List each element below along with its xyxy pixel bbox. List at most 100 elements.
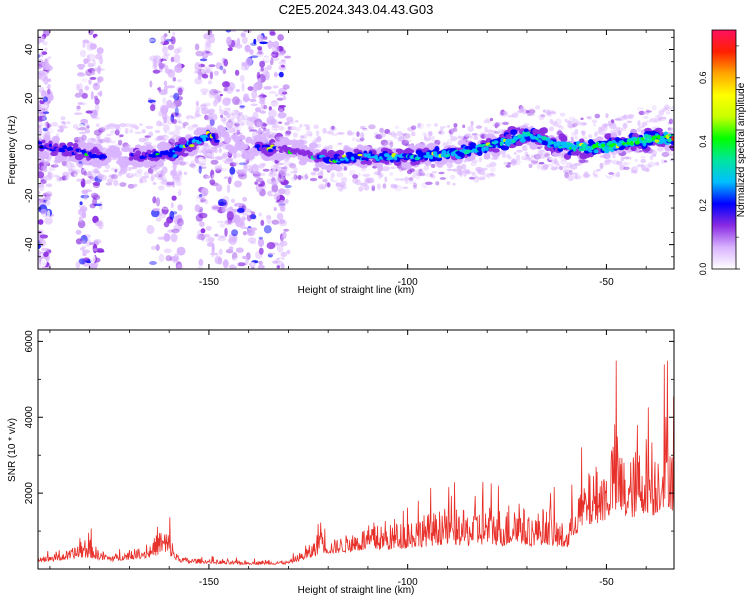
heatmap-cell [152, 182, 157, 185]
heatmap-cell [218, 248, 223, 255]
heatmap-cell [549, 118, 554, 125]
heatmap-cell [505, 164, 511, 168]
heatmap-cell [334, 165, 343, 172]
heatmap-cell [215, 221, 221, 228]
heatmap-cell [574, 175, 579, 180]
heatmap-cell [84, 179, 92, 184]
heatmap-cell [603, 123, 608, 128]
heatmap-cell [95, 53, 103, 60]
heatmap-cell [205, 226, 212, 231]
heatmap-cell [39, 112, 46, 118]
heatmap-cell [124, 123, 132, 127]
heatmap-cell [198, 156, 204, 162]
heatmap-cell [38, 86, 45, 94]
heatmap-cell [312, 140, 318, 143]
heatmap-cell [490, 173, 496, 177]
heatmap-cell [439, 177, 447, 180]
x-tick-label: -100 [398, 577, 418, 588]
heatmap-cell [162, 97, 167, 104]
heatmap-cell [551, 120, 557, 126]
heatmap-cell [198, 165, 202, 174]
heatmap-cell [190, 160, 195, 167]
heatmap-cell [210, 159, 219, 165]
heatmap-cell [557, 124, 563, 129]
heatmap-cell [647, 161, 656, 167]
heatmap-cell [119, 123, 127, 128]
heatmap-cell [559, 166, 563, 171]
heatmap-cell [280, 262, 285, 269]
heatmap-cell [157, 176, 164, 181]
heatmap-cell [410, 125, 417, 130]
heatmap-cell [77, 123, 85, 129]
heatmap-cell [83, 194, 88, 201]
heatmap-cell [545, 171, 550, 175]
heatmap-cell [38, 116, 44, 122]
heatmap-cell [96, 250, 105, 253]
heatmap-cell [596, 171, 604, 174]
heatmap-cell [194, 204, 201, 213]
heatmap-cell [525, 154, 530, 159]
heatmap-cell [395, 148, 403, 153]
heatmap-cell [384, 142, 391, 146]
heatmap-cell [254, 181, 258, 185]
heatmap-cell [176, 263, 184, 269]
heatmap-cell [549, 111, 557, 115]
heatmap-cell [351, 156, 355, 161]
heatmap-cell [232, 161, 239, 166]
heatmap-cell [113, 179, 119, 187]
heatmap-cell [634, 158, 638, 162]
heatmap-cell [371, 184, 376, 188]
heatmap-cell [292, 132, 299, 138]
heatmap-cell [194, 166, 200, 171]
heatmap-cell [210, 151, 217, 158]
x-tick-label: -150 [199, 577, 219, 588]
heatmap-cell [215, 156, 223, 159]
heatmap-cell [271, 51, 279, 58]
heatmap-cell [499, 141, 503, 146]
heatmap-cell [189, 144, 195, 148]
heatmap-cell [515, 154, 521, 161]
heatmap-cell [256, 50, 264, 58]
heatmap-cell [483, 153, 491, 160]
heatmap-cell [91, 161, 99, 168]
heatmap-cell [360, 132, 365, 139]
heatmap-cell [165, 255, 172, 262]
heatmap-cell [100, 181, 104, 188]
heatmap-cell [265, 128, 270, 134]
heatmap-cell [175, 261, 182, 269]
heatmap-cell [79, 201, 83, 205]
heatmap-cell [208, 91, 216, 99]
heatmap-cell [88, 151, 92, 156]
heatmap-cell [161, 207, 171, 210]
heatmap-cell [457, 169, 464, 176]
heatmap-cell [621, 115, 629, 120]
heatmap-cell [283, 228, 290, 232]
heatmap-cell [478, 169, 486, 175]
heatmap-cell [227, 47, 233, 52]
heatmap-cell [173, 224, 183, 231]
heatmap-cell [95, 138, 104, 145]
heatmap-cell [237, 114, 245, 121]
heatmap-cell [148, 131, 154, 137]
heatmap-cell [84, 85, 90, 91]
heatmap-cell [315, 130, 320, 137]
heatmap-cell [166, 85, 176, 89]
heatmap-cell [423, 165, 429, 171]
heatmap-cell [322, 127, 327, 134]
heatmap-cell [154, 130, 161, 134]
heatmap-cell [234, 69, 240, 76]
heatmap-cell [641, 121, 648, 127]
heatmap-cell [265, 214, 272, 220]
heatmap-cell [264, 201, 270, 205]
heatmap-cell [393, 184, 398, 188]
heatmap-cell [119, 182, 127, 187]
heatmap-cell [75, 238, 83, 245]
heatmap-cell [336, 172, 344, 178]
heatmap-cell [351, 137, 356, 142]
heatmap-cell [317, 144, 321, 148]
heatmap-cell [466, 149, 472, 153]
y-tick-label: 2000 [24, 482, 35, 505]
heatmap-cell [76, 178, 84, 182]
heatmap-cell [630, 140, 634, 146]
heatmap-cell [200, 166, 207, 169]
